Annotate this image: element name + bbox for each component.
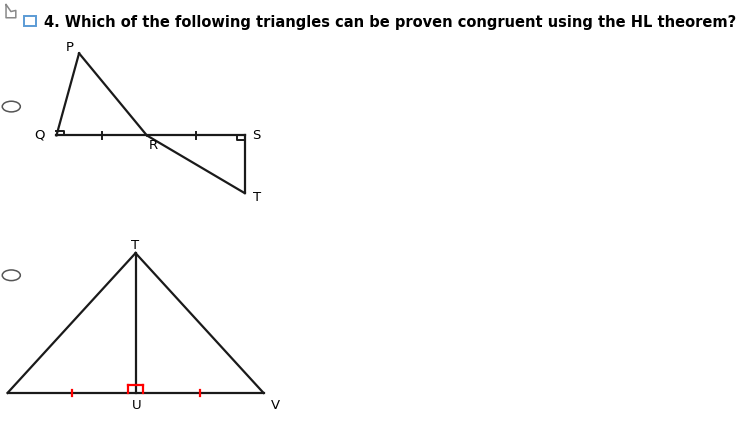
Text: 4. Which of the following triangles can be proven congruent using the HL theorem: 4. Which of the following triangles can …	[44, 15, 736, 30]
Text: R: R	[148, 139, 157, 152]
Text: P: P	[66, 41, 73, 55]
Bar	[24, 16, 36, 26]
Text: U: U	[132, 399, 141, 412]
Text: S: S	[252, 129, 261, 142]
Text: T: T	[132, 238, 139, 252]
Text: V: V	[271, 399, 280, 412]
Text: T: T	[253, 191, 261, 204]
Text: Q: Q	[35, 129, 45, 142]
